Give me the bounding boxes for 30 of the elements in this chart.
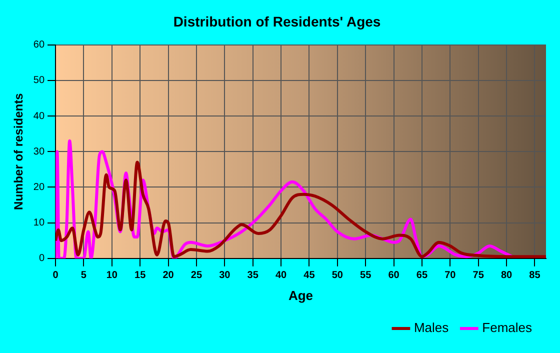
- x-tick-label: 45: [304, 270, 316, 282]
- x-tick-label: 30: [219, 270, 231, 282]
- y-tick-label: 60: [33, 40, 45, 51]
- chart-title: Distribution of Residents' Ages: [173, 13, 381, 30]
- x-tick-label: 35: [247, 270, 259, 282]
- y-axis-title: Number of residents: [12, 92, 26, 210]
- x-tick-label: 70: [444, 270, 456, 282]
- x-tick-label: 65: [416, 270, 428, 282]
- y-tick-label: 30: [33, 146, 45, 158]
- y-tick-label: 20: [33, 182, 45, 193]
- legend-label: Females: [482, 320, 532, 336]
- y-tick-label: 0: [38, 253, 45, 264]
- x-tick-label: 80: [500, 270, 513, 282]
- x-tick-label: 75: [472, 270, 484, 282]
- x-tick-label: 40: [275, 270, 288, 282]
- x-tick-label: 5: [80, 270, 87, 282]
- y-tick-label: 50: [33, 75, 45, 86]
- x-tick-label: 50: [332, 270, 344, 282]
- x-tick-label: 15: [134, 270, 146, 282]
- x-tick-label: 60: [388, 270, 400, 282]
- x-tick-label: 55: [360, 270, 372, 282]
- y-tick-label: 40: [33, 110, 45, 122]
- x-tick-label: 85: [529, 270, 541, 282]
- x-tick-label: 0: [52, 270, 59, 282]
- y-tick-label: 10: [33, 218, 45, 229]
- x-tick-label: 20: [162, 270, 174, 282]
- x-tick-label: 25: [190, 270, 202, 282]
- x-tick-label: 10: [106, 270, 118, 282]
- x-axis-title: Age: [288, 288, 314, 303]
- legend-label: Males: [414, 320, 450, 336]
